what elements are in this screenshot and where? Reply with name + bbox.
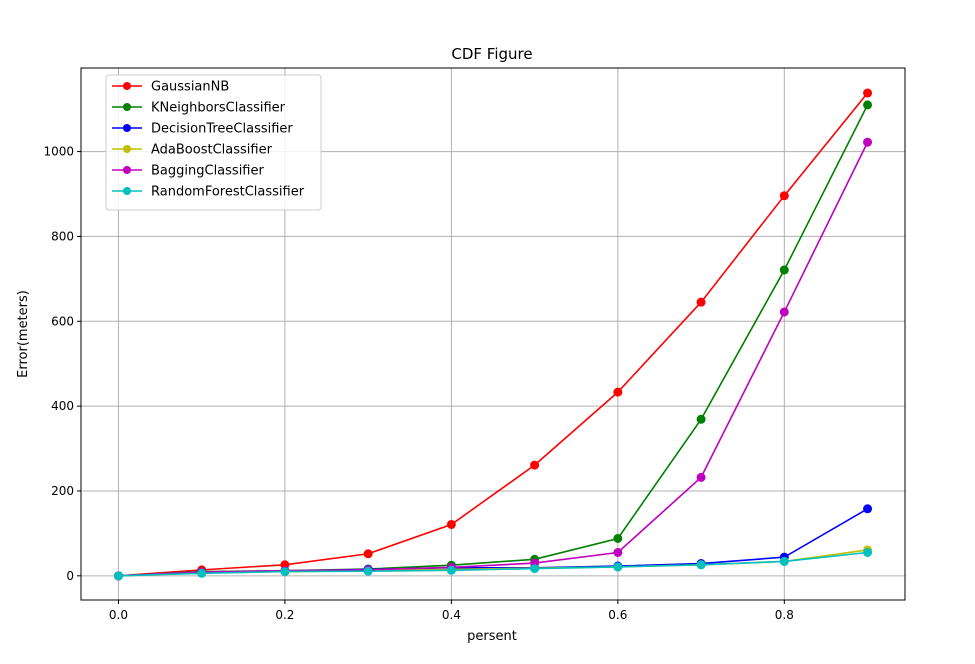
legend-item: DecisionTreeClassifier xyxy=(112,122,293,137)
data-point-gaussiannb xyxy=(863,88,873,98)
chart-title: CDF Figure xyxy=(451,45,532,63)
data-point-kneighborsclassifier xyxy=(613,533,623,543)
legend: GaussianNB KNeighborsClassifier DecisionTr… xyxy=(105,74,322,211)
series-line-baggingclassifier xyxy=(118,141,869,577)
data-point-randomforestclassifier xyxy=(696,560,706,570)
legend-marker xyxy=(123,82,131,90)
legend-label: GaussianNB xyxy=(151,80,229,95)
data-point-randomforestclassifier xyxy=(446,565,456,575)
legend-item: GaussianNB xyxy=(112,80,229,95)
data-point-randomforestclassifier xyxy=(363,566,373,576)
legend-marker xyxy=(123,145,131,153)
data-point-kneighborsclassifier xyxy=(779,265,789,275)
data-point-randomforestclassifier xyxy=(280,567,290,577)
legend-item: AdaBoostClassifier xyxy=(112,143,273,158)
data-point-randomforestclassifier xyxy=(779,556,789,566)
legend-label: DecisionTreeClassifier xyxy=(151,122,293,137)
series-gaussiannb xyxy=(113,88,873,581)
y-axis-label: Error(meters) xyxy=(16,290,31,378)
y-tick-label: 0 xyxy=(66,569,74,583)
data-point-gaussiannb xyxy=(530,460,540,470)
plot-lines xyxy=(113,88,873,581)
data-point-randomforestclassifier xyxy=(113,571,123,581)
data-point-baggingclassifier xyxy=(779,307,789,317)
y-tick-label: 400 xyxy=(51,399,74,413)
x-axis-label: persent xyxy=(467,629,517,644)
data-point-baggingclassifier xyxy=(613,547,623,557)
x-tick-label: 0.0 xyxy=(109,608,128,622)
data-point-randomforestclassifier xyxy=(197,568,207,578)
data-point-gaussiannb xyxy=(779,191,789,201)
data-point-randomforestclassifier xyxy=(863,547,873,557)
grid xyxy=(81,68,905,600)
series-randomforestclassifier xyxy=(113,547,873,581)
legend-item: KNeighborsClassifier xyxy=(112,101,286,116)
y-tick-label: 200 xyxy=(51,484,74,498)
ticks: 0.0 0.2 0.4 0.6 0.8 0 200 400 600 800 1000 xyxy=(43,145,793,622)
data-point-gaussiannb xyxy=(446,519,456,529)
x-tick-label: 0.4 xyxy=(442,608,461,622)
x-tick-label: 0.8 xyxy=(775,608,794,622)
data-point-baggingclassifier xyxy=(863,137,873,147)
legend-marker xyxy=(123,103,131,111)
x-tick-label: 0.6 xyxy=(608,608,627,622)
x-tick-label: 0.2 xyxy=(275,608,294,622)
legend-label: KNeighborsClassifier xyxy=(151,101,286,116)
y-tick-label: 1000 xyxy=(43,145,74,159)
legend-label: BaggingClassifier xyxy=(151,164,264,179)
series-line-randomforestclassifier xyxy=(118,551,868,577)
data-point-randomforestclassifier xyxy=(530,564,540,574)
legend-label: AdaBoostClassifier xyxy=(151,143,273,158)
y-tick-label: 600 xyxy=(51,314,74,328)
legend-marker xyxy=(123,124,131,132)
y-tick-label: 800 xyxy=(51,229,74,243)
legend-marker xyxy=(123,166,131,174)
data-point-kneighborsclassifier xyxy=(696,414,706,424)
plot-frame xyxy=(80,67,906,601)
data-point-kneighborsclassifier xyxy=(863,100,873,110)
legend-marker xyxy=(123,187,131,195)
legend-box xyxy=(105,74,322,211)
legend-item: RandomForestClassifier xyxy=(112,185,305,200)
data-point-gaussiannb xyxy=(363,549,373,559)
data-point-gaussiannb xyxy=(696,297,706,307)
series-line-gaussiannb xyxy=(118,92,869,577)
data-point-baggingclassifier xyxy=(696,472,706,482)
data-point-decisiontreeclassifier xyxy=(863,504,873,514)
data-point-gaussiannb xyxy=(613,387,623,397)
legend-item: BaggingClassifier xyxy=(112,164,264,179)
legend-label: RandomForestClassifier xyxy=(151,185,305,200)
data-point-randomforestclassifier xyxy=(613,562,623,572)
